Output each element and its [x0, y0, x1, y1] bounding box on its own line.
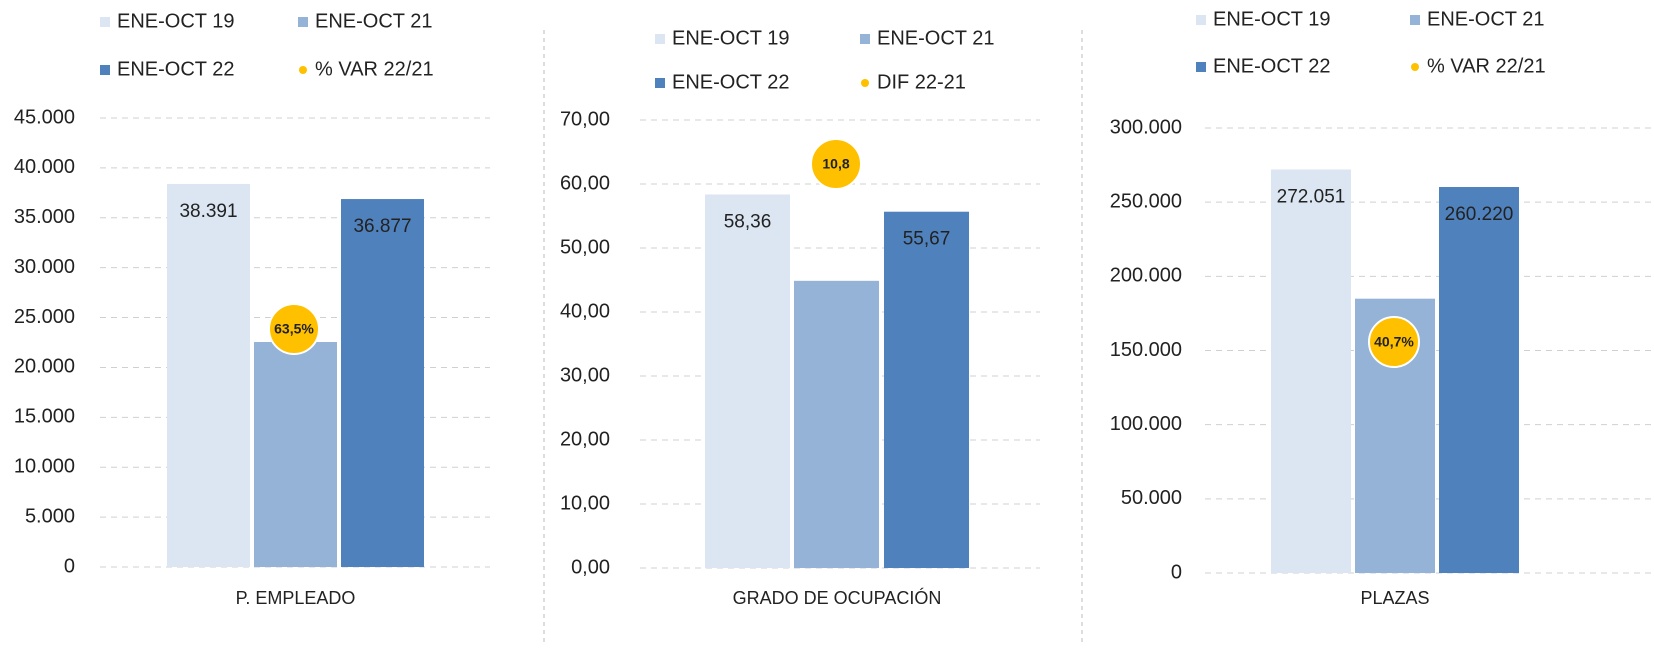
x-tick-label: PLAZAS: [1360, 588, 1429, 608]
y-tick-label: 0: [64, 555, 75, 577]
y-tick-label: 25.000: [14, 306, 75, 328]
variation-bubble: [1368, 316, 1420, 368]
y-tick-label: 45.000: [14, 106, 75, 128]
y-tick-label: 5.000: [25, 505, 75, 527]
bar: [1439, 187, 1519, 573]
legend-swatch: [861, 79, 869, 87]
legend-swatch: [655, 34, 665, 44]
bar: [794, 280, 879, 568]
y-tick-label: 0: [1171, 561, 1182, 583]
legend-swatch: [860, 34, 870, 44]
legend-swatch: [655, 78, 665, 88]
x-tick-label: GRADO DE OCUPACIÓN: [733, 587, 942, 608]
y-tick-label: 70,00: [560, 108, 610, 130]
legend-label: ENE-OCT 22: [1213, 55, 1330, 77]
legend-label: ENE-OCT 22: [672, 71, 789, 93]
legend-label: ENE-OCT 22: [117, 58, 234, 80]
y-tick-label: 300.000: [1110, 116, 1182, 138]
y-tick-label: 10.000: [14, 456, 75, 478]
legend-label: % VAR 22/21: [1427, 55, 1546, 77]
y-tick-label: 30.000: [14, 256, 75, 278]
y-tick-label: 10,00: [560, 492, 610, 514]
variation-label: 40,7%: [1374, 334, 1414, 350]
x-tick-label: P. EMPLEADO: [236, 588, 356, 608]
bar: [705, 194, 790, 568]
y-tick-label: 20.000: [14, 356, 75, 378]
y-tick-label: 150.000: [1110, 339, 1182, 361]
legend-swatch: [1410, 15, 1420, 25]
variation-bubble: [810, 138, 862, 190]
y-tick-label: 0,00: [571, 556, 610, 578]
legend-label: ENE-OCT 21: [877, 27, 994, 49]
legend-label: ENE-OCT 19: [672, 27, 789, 49]
bar: [254, 342, 337, 567]
y-tick-label: 40,00: [560, 300, 610, 322]
y-tick-label: 40.000: [14, 156, 75, 178]
y-tick-label: 30,00: [560, 364, 610, 386]
data-label: 272.051: [1277, 186, 1346, 207]
data-label: 58,36: [724, 212, 772, 233]
y-tick-label: 100.000: [1110, 413, 1182, 435]
data-label: 36.877: [353, 216, 411, 237]
legend-label: ENE-OCT 21: [315, 10, 432, 32]
legend-label: ENE-OCT 21: [1427, 8, 1544, 30]
y-tick-label: 200.000: [1110, 265, 1182, 287]
legend-label: % VAR 22/21: [315, 58, 434, 80]
y-tick-label: 50,00: [560, 236, 610, 258]
legend-swatch: [1196, 15, 1206, 25]
y-tick-label: 60,00: [560, 172, 610, 194]
legend-label: ENE-OCT 19: [117, 10, 234, 32]
legend-swatch: [100, 17, 110, 27]
variation-label: 63,5%: [274, 321, 314, 337]
bar: [884, 211, 969, 568]
y-tick-label: 50.000: [1121, 487, 1182, 509]
bar: [1271, 169, 1351, 573]
legend-swatch: [100, 65, 110, 75]
variation-bubble: [268, 303, 320, 355]
data-label: 260.220: [1445, 204, 1514, 225]
legend-label: ENE-OCT 19: [1213, 8, 1330, 30]
data-label: 55,67: [903, 229, 951, 250]
bar: [341, 199, 424, 567]
variation-label: 10,8: [822, 156, 849, 172]
legend-label: DIF 22-21: [877, 71, 966, 93]
bar: [167, 183, 250, 568]
y-tick-label: 35.000: [14, 206, 75, 228]
data-label: 38.391: [179, 201, 237, 222]
y-tick-label: 20,00: [560, 428, 610, 450]
legend-swatch: [299, 66, 307, 74]
legend-swatch: [1196, 62, 1206, 72]
legend-swatch: [298, 17, 308, 27]
y-tick-label: 250.000: [1110, 190, 1182, 212]
y-tick-label: 15.000: [14, 406, 75, 428]
legend-swatch: [1411, 63, 1419, 71]
